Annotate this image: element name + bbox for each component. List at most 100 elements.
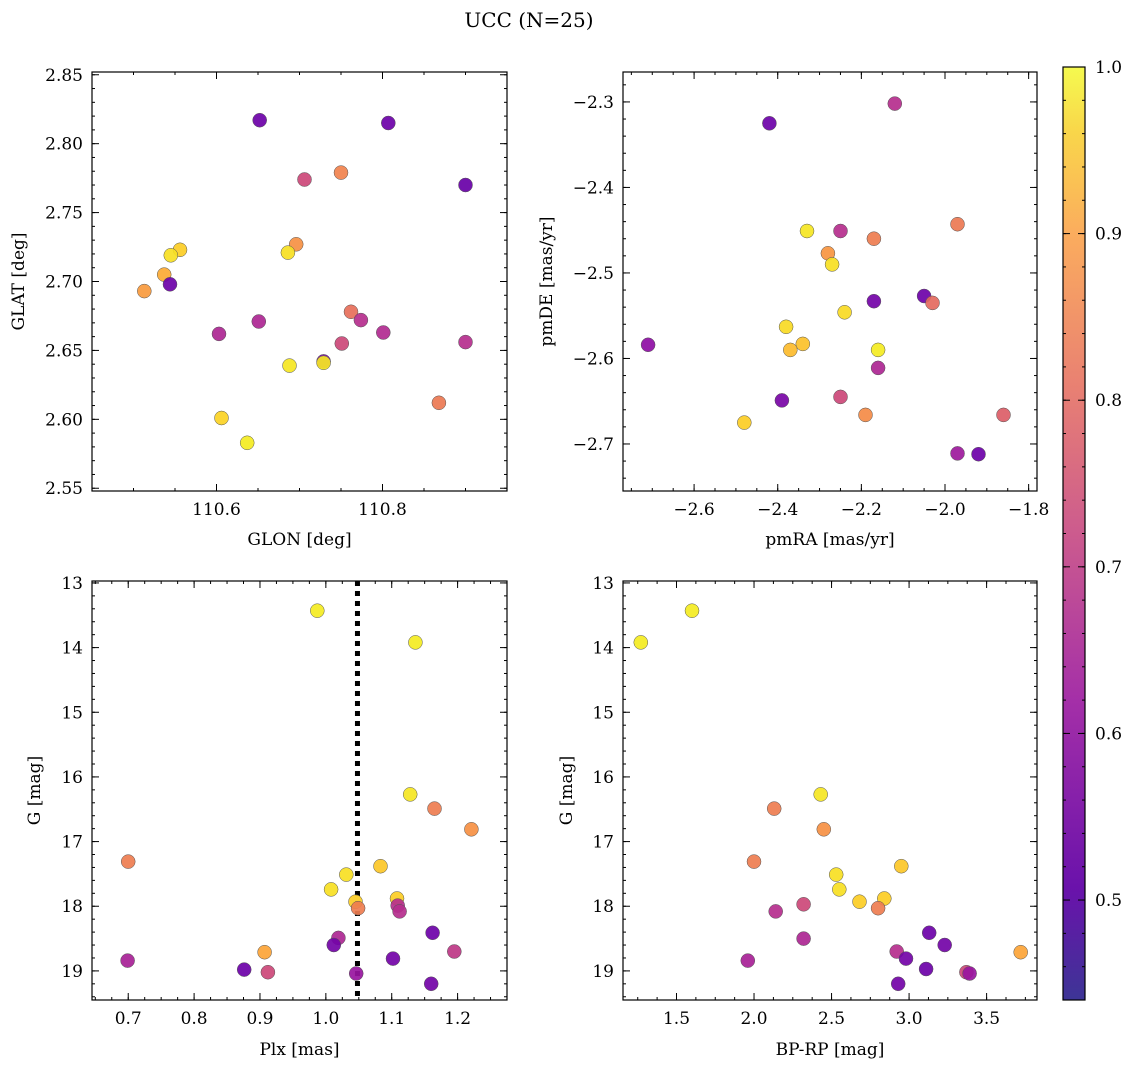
point-pmra-pmde-2 — [799, 223, 815, 239]
point-bprp-g-2 — [813, 787, 828, 802]
point-plx-g-4 — [464, 822, 479, 837]
x-tick-label: 110.6 — [192, 500, 241, 520]
axes-frame-pmra-pmde — [622, 71, 1038, 492]
colorbar-tick-label: 0.7 — [1095, 558, 1122, 578]
panel-bprp-g: 1.5 2.0 2.5 3.0 3.5 13 14 15 16 17 18 19 BP-RP [mag… — [557, 574, 1038, 1060]
point-bprp-g-10 — [852, 894, 867, 909]
y-tick-label: 15 — [592, 703, 614, 723]
y-tick-label: 2.60 — [45, 410, 83, 430]
point-bprp-g-14 — [921, 925, 937, 941]
point-pmra-pmde-23 — [950, 446, 965, 461]
point-bprp-g-19 — [898, 951, 914, 966]
point-glon-glat-0 — [252, 112, 267, 128]
point-bprp-g-1 — [633, 635, 649, 650]
point-glon-glat-22 — [431, 395, 447, 411]
xlabel-plx-g: Plx [mas] — [259, 1040, 339, 1060]
point-bprp-g-6 — [894, 858, 909, 874]
colorbar-ticks: 0.5 0.6 0.7 0.8 0.9 1.0 — [1063, 58, 1122, 968]
y-tick-label: 18 — [61, 897, 83, 917]
ticks-plx-g: 0.7 0.8 0.9 1.0 1.1 1.2 13 14 15 16 17 18 19 — [61, 574, 508, 1029]
point-glon-glat-12 — [211, 326, 227, 342]
point-pmra-pmde-17 — [870, 360, 886, 376]
point-pmra-pmde-8 — [866, 293, 882, 309]
y-tick-label: −2.7 — [573, 435, 614, 455]
y-tick-label: 14 — [592, 639, 614, 659]
ticks-glon-glat: 110.6 110.8 2.55 2.60 2.65 2.70 2.75 2.80 2.85 — [45, 66, 508, 520]
point-bprp-g-4 — [816, 822, 832, 837]
point-bprp-g-18 — [1013, 944, 1028, 960]
point-plx-g-13 — [392, 904, 407, 919]
x-tick-label: 110.8 — [358, 500, 407, 520]
point-bprp-g-24 — [890, 976, 906, 992]
x-tick-label: −2.6 — [673, 500, 714, 520]
point-bprp-g-7 — [828, 867, 844, 882]
point-pmra-pmde-14 — [783, 342, 798, 358]
y-tick-label: 17 — [61, 833, 83, 853]
point-plx-g-3 — [427, 801, 442, 816]
point-glon-glat-18 — [458, 334, 473, 350]
points-plx-g — [120, 603, 479, 992]
y-tick-label: −2.4 — [573, 178, 614, 198]
y-tick-label: 15 — [61, 703, 83, 723]
x-tick-label: −2.4 — [757, 500, 798, 520]
point-glon-glat-6 — [163, 248, 179, 263]
y-tick-label: 2.70 — [45, 273, 83, 293]
point-bprp-g-21 — [918, 961, 934, 977]
point-pmra-pmde-21 — [737, 415, 752, 430]
point-glon-glat-24 — [239, 435, 255, 451]
point-pmra-pmde-7 — [824, 257, 840, 272]
colorbar-tick-label: 0.6 — [1095, 724, 1122, 744]
ticks-pmra-pmde: −2.6 −2.4 −2.2 −2.0 −1.8 −2.7 −2.6 −2.5 −2.4 −2.3 — [573, 72, 1049, 520]
axes-frame-plx-g — [91, 580, 508, 1001]
x-tick-label: −1.8 — [1008, 500, 1049, 520]
panel-plx-g: 0.7 0.8 0.9 1.0 1.1 1.2 13 14 15 16 17 18 19 Plx [ma… — [25, 574, 508, 1060]
axes-frame-glon-glat — [91, 71, 508, 492]
point-bprp-g-13 — [768, 904, 783, 919]
point-glon-glat-8 — [162, 277, 178, 292]
point-plx-g-24 — [423, 976, 439, 992]
colorbar-tick-label: 0.9 — [1095, 225, 1122, 245]
x-tick-label: −2.2 — [841, 500, 882, 520]
point-glon-glat-20 — [316, 355, 331, 371]
point-bprp-g-15 — [796, 931, 811, 946]
point-bprp-g-20 — [740, 953, 756, 968]
point-pmra-pmde-0 — [887, 96, 903, 111]
point-pmra-pmde-4 — [866, 231, 882, 246]
point-plx-g-12 — [350, 900, 366, 916]
point-plx-g-17 — [447, 944, 462, 959]
colorbar-tick-label: 1.0 — [1095, 58, 1122, 78]
x-tick-label: 1.1 — [378, 1009, 405, 1029]
point-plx-g-23 — [348, 966, 364, 981]
ticks-bprp-g: 1.5 2.0 2.5 3.0 3.5 13 14 15 16 17 18 19 — [592, 574, 1037, 1029]
points-glon-glat — [137, 112, 473, 451]
point-pmra-pmde-19 — [833, 389, 848, 405]
point-pmra-pmde-20 — [858, 407, 873, 423]
x-tick-label: 1.2 — [444, 1009, 471, 1029]
point-glon-glat-16 — [334, 336, 350, 351]
axes-frame-bprp-g — [622, 580, 1038, 1001]
point-glon-glat-17 — [376, 325, 391, 340]
y-tick-label: 19 — [61, 962, 83, 982]
point-glon-glat-23 — [214, 410, 229, 426]
points-bprp-g — [633, 603, 1028, 992]
y-tick-label: 2.80 — [45, 135, 83, 155]
point-bprp-g-11 — [796, 897, 811, 912]
ylabel-plx-g: G [mag] — [25, 756, 45, 825]
panel-pmra-pmde: −2.6 −2.4 −2.2 −2.0 −1.8 −2.7 −2.6 −2.5 −2.4 −2.3… — [537, 71, 1049, 550]
colorbar-gradient — [1063, 67, 1085, 1000]
y-tick-label: 18 — [592, 897, 614, 917]
point-plx-g-5 — [120, 854, 136, 869]
point-bprp-g-23 — [962, 966, 977, 981]
xlabel-bprp-g: BP-RP [mag] — [776, 1040, 885, 1060]
x-tick-label: 3.0 — [896, 1009, 923, 1029]
figure-title: UCC (N=25) — [464, 8, 593, 32]
y-tick-label: 14 — [61, 639, 83, 659]
point-bprp-g-8 — [832, 882, 847, 897]
point-bprp-g-5 — [746, 854, 762, 869]
point-plx-g-6 — [373, 858, 388, 874]
point-plx-g-8 — [323, 882, 339, 897]
point-glon-glat-2 — [297, 172, 312, 187]
point-bprp-g-16 — [937, 937, 952, 953]
panel-glon-glat: 110.6 110.8 2.55 2.60 2.65 2.70 2.75 2.80 2.85 G… — [9, 66, 508, 550]
